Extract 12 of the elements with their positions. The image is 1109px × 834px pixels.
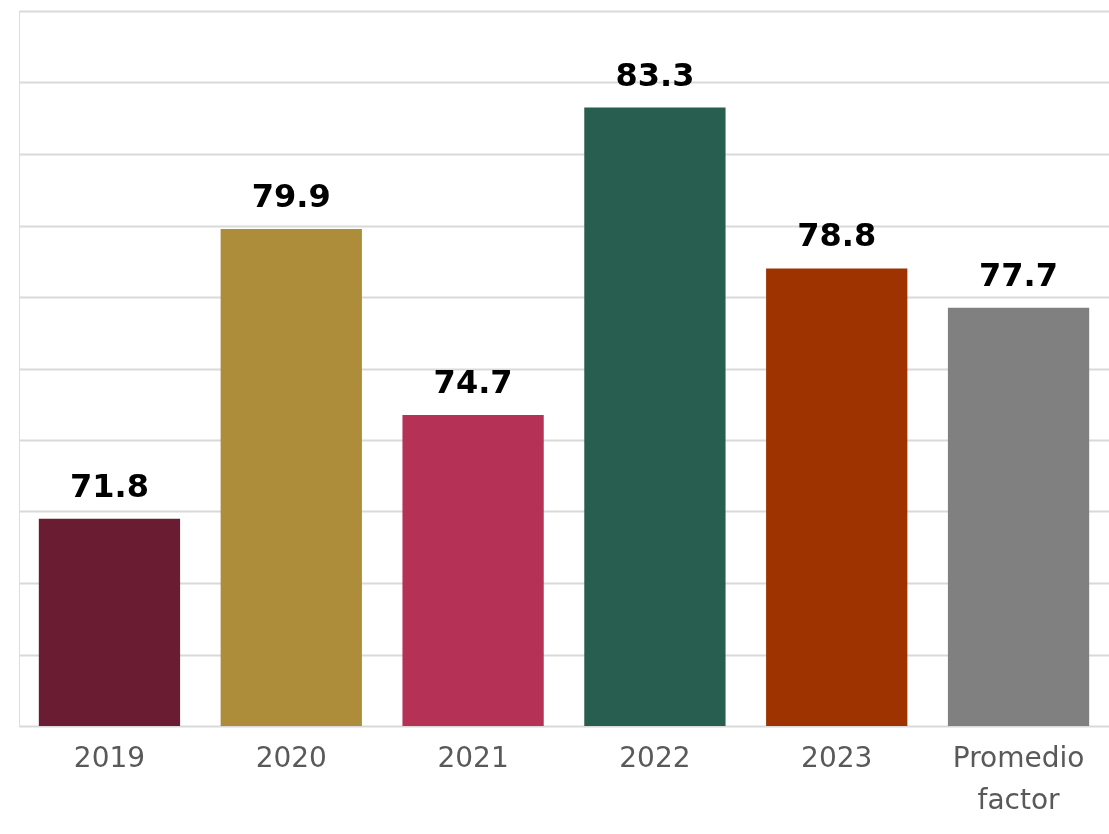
data-label: 74.7 bbox=[433, 362, 513, 401]
data-label: 83.3 bbox=[615, 55, 695, 94]
data-label: 79.9 bbox=[251, 177, 331, 216]
x-tick-label: 2019 bbox=[73, 740, 146, 774]
x-tick-label: 2022 bbox=[619, 740, 691, 774]
data-label: 71.8 bbox=[69, 466, 149, 505]
x-tick-label: 2021 bbox=[437, 740, 509, 774]
x-tick-label: Promedio factor bbox=[952, 740, 1085, 816]
data-label: 78.8 bbox=[797, 216, 877, 255]
data-label: 77.7 bbox=[979, 255, 1059, 294]
x-tick-label: 2020 bbox=[255, 740, 327, 774]
x-tick-label: 2023 bbox=[801, 740, 873, 774]
